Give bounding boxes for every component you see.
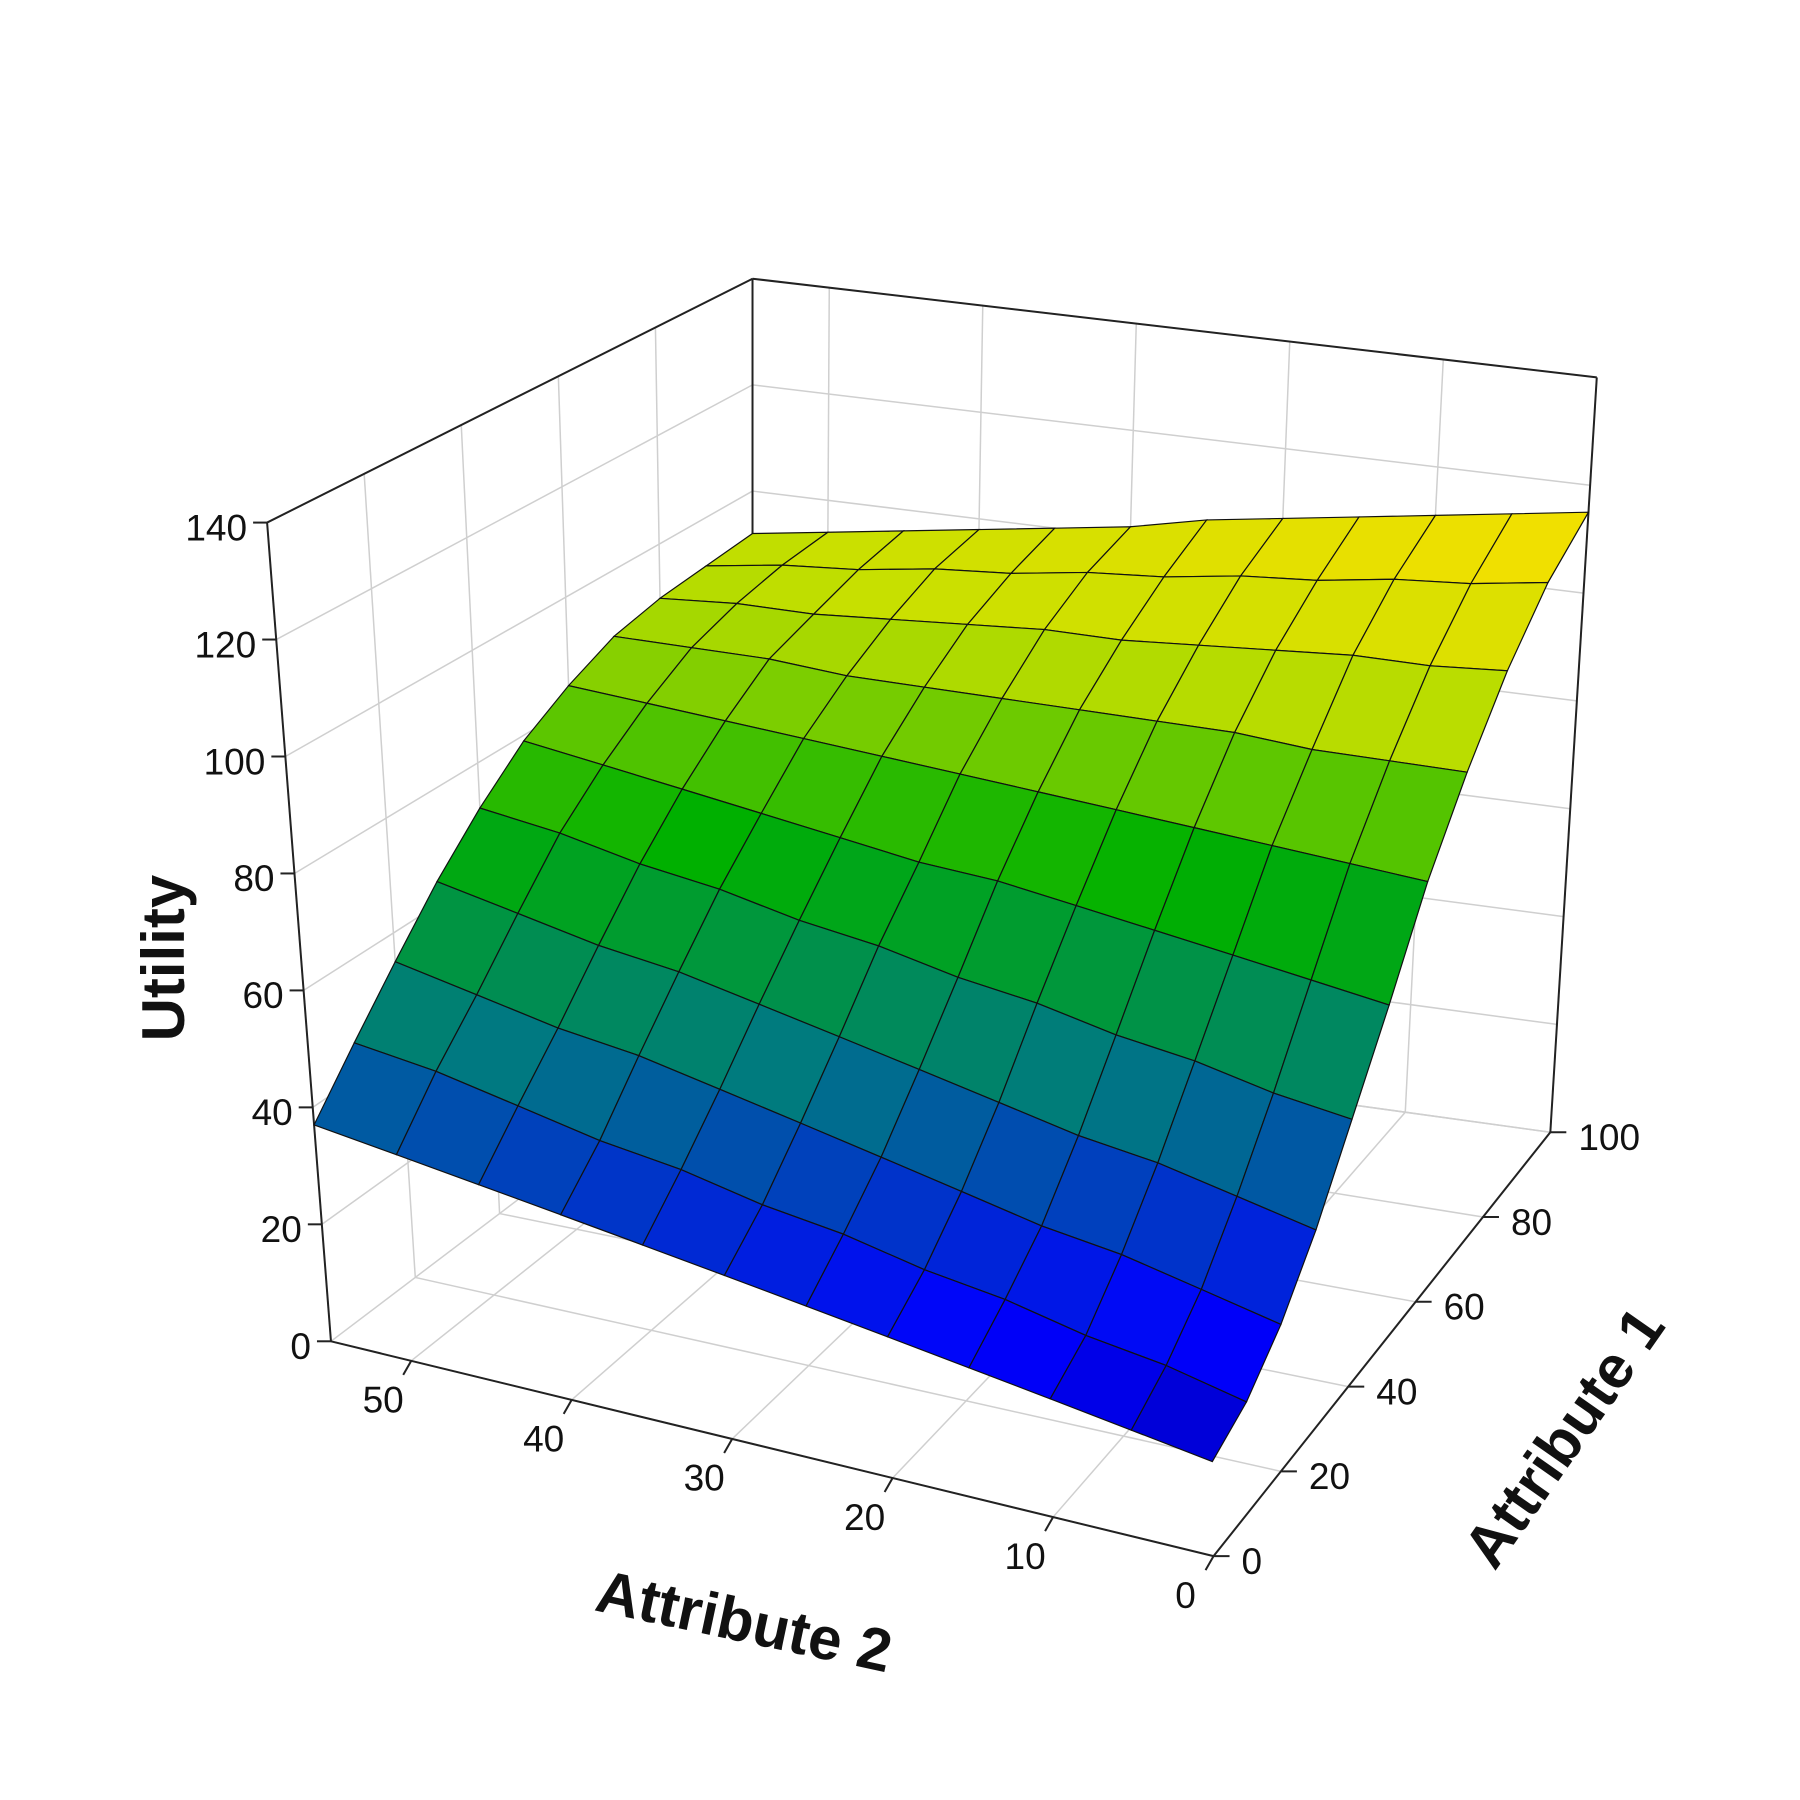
grid-line: [284, 490, 753, 758]
z-tick-label: 0: [290, 1326, 311, 1367]
x-tick-label: 50: [363, 1380, 404, 1421]
grid-line: [752, 384, 1591, 486]
tick-mark: [723, 1438, 734, 1454]
x-tick-label: 20: [844, 1497, 885, 1538]
y-tick-label: 80: [1511, 1202, 1552, 1243]
tick-mark: [1204, 1555, 1215, 1571]
axis-line: [1549, 377, 1598, 1133]
z-tick-label: 60: [242, 975, 283, 1016]
y-tick-label: 60: [1444, 1287, 1485, 1328]
axis-line: [752, 277, 1597, 379]
axis-line: [330, 1340, 1214, 1558]
y-tick-label: 0: [1242, 1541, 1263, 1582]
x-tick-label: 10: [1005, 1536, 1046, 1577]
z-tick-label: 20: [261, 1209, 302, 1250]
z-tick-label: 40: [252, 1092, 293, 1133]
axis-line: [266, 277, 753, 524]
tick-mark: [402, 1360, 413, 1376]
z-tick-label: 140: [185, 507, 247, 548]
z-tick-label: 100: [204, 741, 266, 782]
tick-mark: [1044, 1516, 1054, 1532]
z-axis-title: Utility: [130, 874, 197, 1041]
surface-cell: [1130, 1364, 1248, 1463]
grid-line: [415, 1276, 1282, 1473]
x-tick-label: 0: [1175, 1575, 1196, 1616]
z-tick-label: 80: [233, 858, 274, 899]
y-tick-label: 100: [1578, 1117, 1640, 1158]
axis-line: [266, 522, 332, 1342]
y-tick-label: 20: [1309, 1456, 1350, 1497]
z-tick-label: 120: [194, 624, 256, 665]
x-tick-label: 40: [523, 1419, 564, 1460]
axis-line: [1212, 1131, 1552, 1557]
x-tick-label: 30: [684, 1458, 725, 1499]
grid-line: [275, 384, 753, 641]
tick-mark: [562, 1399, 573, 1415]
tick-mark: [883, 1477, 894, 1493]
y-tick-label: 40: [1376, 1371, 1417, 1412]
